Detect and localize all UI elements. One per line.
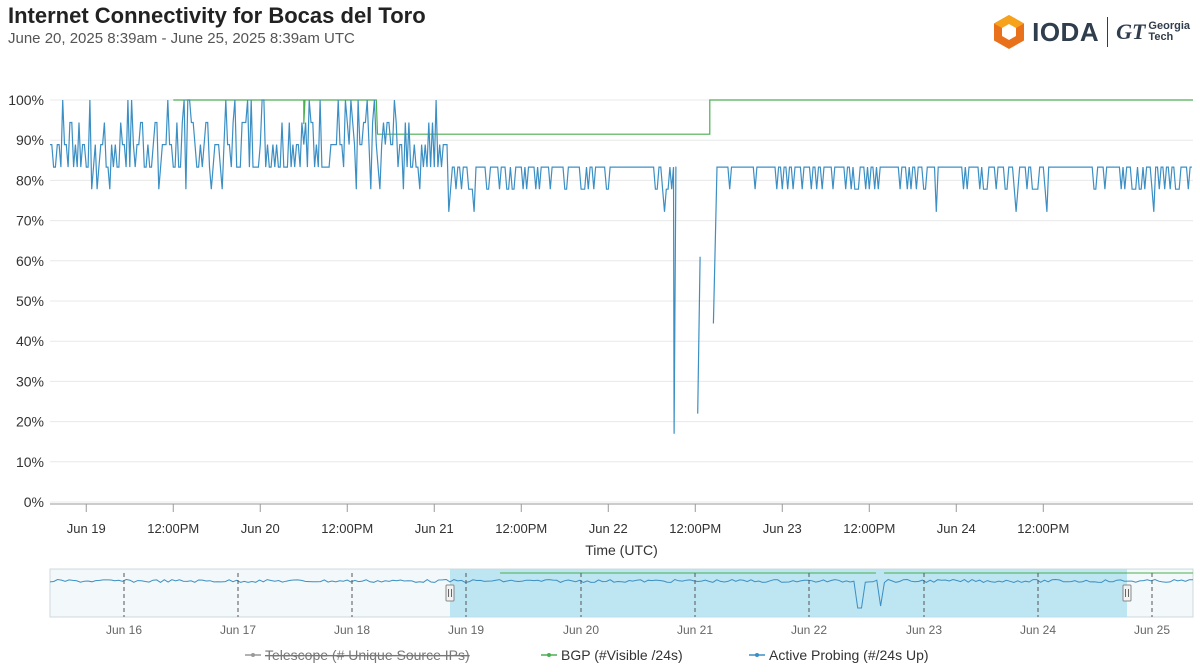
page-title: Internet Connectivity for Bocas del Toro	[8, 3, 426, 28]
x-tick-label: Jun 19	[67, 521, 106, 536]
y-tick-label: 50%	[16, 293, 44, 309]
x-tick-label: Jun 20	[241, 521, 280, 536]
navigator-tick-label: Jun 18	[334, 623, 370, 637]
navigator-active-probing-line	[49, 578, 1194, 609]
navigator-selection[interactable]	[450, 569, 1127, 617]
x-tick-label: 12:00PM	[495, 521, 547, 536]
x-tick-label: Jun 22	[589, 521, 628, 536]
x-axis: Jun 19 12:00PM Jun 20 12:00PM Jun 21 12:00PM J…	[50, 503, 1193, 536]
y-tick-label: 30%	[16, 373, 44, 389]
grid-lines	[50, 99, 1193, 503]
y-tick-label: 20%	[16, 414, 44, 430]
legend: Telescope (# Unique Source IPs) BGP (#Vis…	[245, 647, 929, 663]
y-tick-label: 90%	[16, 132, 44, 148]
gt-logo-text: Georgia Tech	[1148, 20, 1190, 43]
time-navigator[interactable]: Jun 16 Jun 17 Jun 18 Jun 19 Jun 20 Jun 21 Jun …	[49, 568, 1194, 637]
x-tick-label: Jun 24	[937, 521, 976, 536]
x-axis-title: Time (UTC)	[585, 542, 658, 558]
ioda-logo-text: IODA	[1032, 16, 1100, 47]
legend-item[interactable]: BGP (#Visible /24s)	[541, 647, 683, 663]
series-lines	[50, 99, 1193, 434]
x-tick-label: Jun 21	[415, 521, 454, 536]
y-tick-label: 40%	[16, 333, 44, 349]
legend-marker-icon	[755, 653, 759, 657]
legend-item[interactable]: Active Probing (#/24s Up)	[749, 647, 929, 663]
navigator-tick-label: Jun 19	[448, 623, 484, 637]
navigator-tick-label: Jun 24	[1020, 623, 1056, 637]
navigator-tick-label: Jun 22	[791, 623, 827, 637]
y-tick-label: 60%	[16, 253, 44, 269]
navigator-tick-label: Jun 21	[677, 623, 713, 637]
brand-logos: IODA GT Georgia Tech	[992, 12, 1190, 52]
navigator-tick-label: Jun 25	[1134, 623, 1170, 637]
x-tick-label: Jun 23	[763, 521, 802, 536]
navigator-right-handle[interactable]	[1122, 584, 1132, 602]
y-tick-label: 100%	[8, 92, 44, 108]
ioda-logo-icon	[994, 15, 1025, 49]
y-tick-label: 80%	[16, 172, 44, 188]
y-tick-label: 70%	[16, 213, 44, 229]
legend-label: BGP (#Visible /24s)	[561, 647, 683, 663]
legend-label: Telescope (# Unique Source IPs)	[265, 647, 470, 663]
y-tick-label: 0%	[24, 494, 44, 510]
active-probing-series-line	[50, 99, 1192, 434]
gt-logo-icon: GT	[1116, 19, 1146, 44]
navigator-tick-label: Jun 20	[563, 623, 599, 637]
legend-marker-icon	[251, 653, 255, 657]
x-tick-label: 12:00PM	[1017, 521, 1069, 536]
navigator-tick-label: Jun 23	[906, 623, 942, 637]
legend-label: Active Probing (#/24s Up)	[769, 647, 929, 663]
navigator-tick-label: Jun 17	[220, 623, 256, 637]
bgp-series-line	[173, 99, 1193, 135]
brand-divider	[1107, 17, 1109, 47]
navigator-left-handle[interactable]	[445, 584, 455, 602]
navigator-tick-label: Jun 16	[106, 623, 142, 637]
y-tick-label: 10%	[16, 454, 44, 470]
x-tick-label: 12:00PM	[147, 521, 199, 536]
y-axis-labels: 0% 10% 20% 30% 40% 50% 60% 70% 80% 90% 100%	[8, 92, 44, 510]
x-tick-label: 12:00PM	[321, 521, 373, 536]
date-range-subtitle: June 20, 2025 8:39am - June 25, 2025 8:3…	[8, 30, 355, 47]
x-tick-label: 12:00PM	[669, 521, 721, 536]
legend-item[interactable]: Telescope (# Unique Source IPs)	[245, 647, 470, 663]
legend-marker-icon	[547, 653, 551, 657]
x-tick-label: 12:00PM	[843, 521, 895, 536]
